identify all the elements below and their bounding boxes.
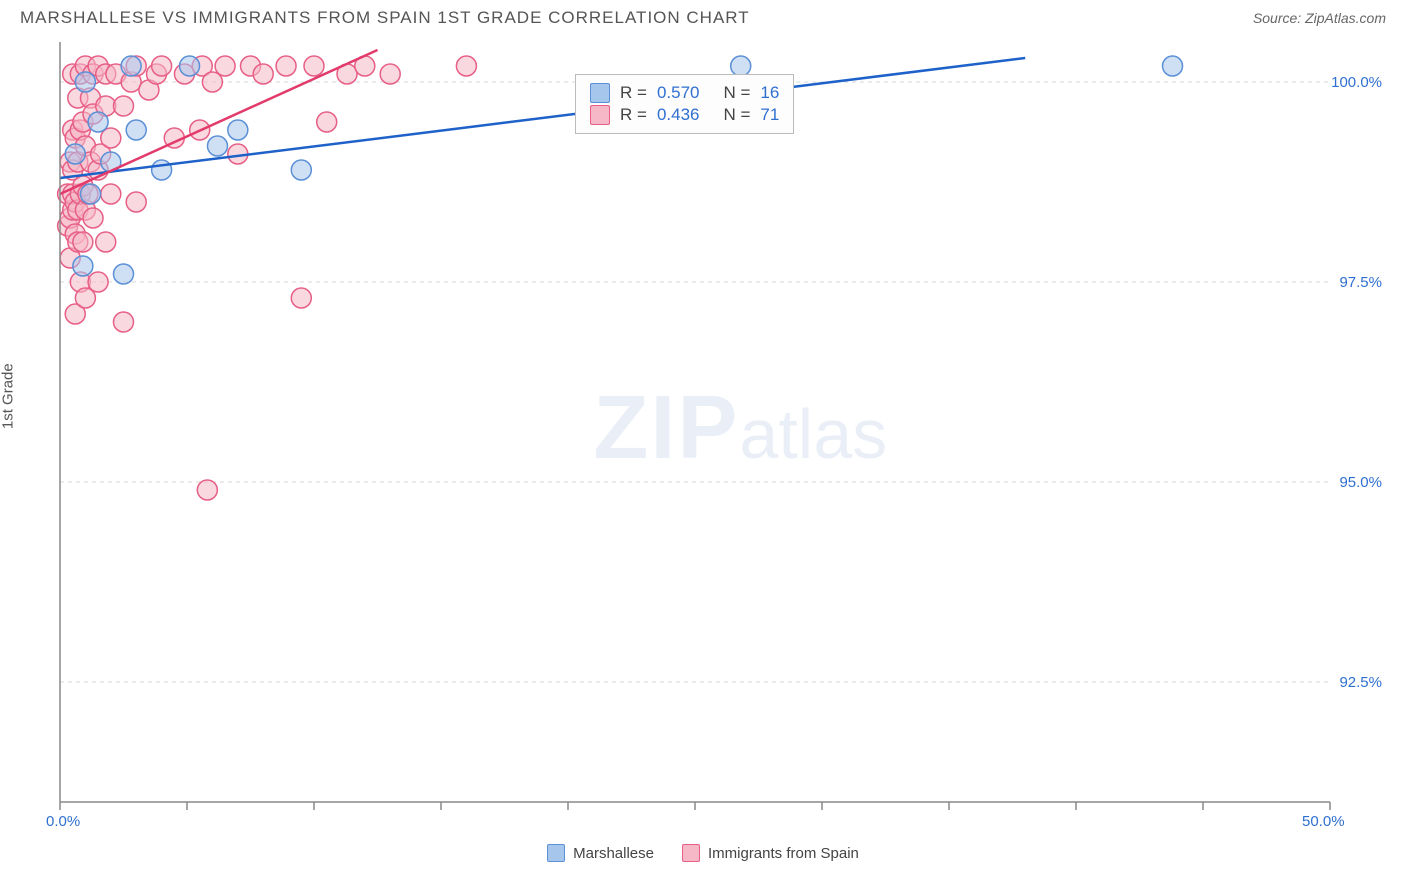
- legend-item-spain: Immigrants from Spain: [682, 844, 859, 862]
- source-credit: Source: ZipAtlas.com: [1253, 10, 1386, 26]
- correlation-info-box: R = 0.570N = 16R = 0.436N = 71: [575, 74, 794, 134]
- legend-item-marshallese: Marshallese: [547, 844, 654, 862]
- svg-text:100.0%: 100.0%: [1331, 74, 1382, 91]
- svg-text:97.5%: 97.5%: [1339, 274, 1382, 291]
- source-name: ZipAtlas.com: [1305, 10, 1386, 26]
- chart-title: MARSHALLESE VS IMMIGRANTS FROM SPAIN 1ST…: [20, 8, 750, 28]
- legend: Marshallese Immigrants from Spain: [0, 838, 1406, 862]
- svg-text:92.5%: 92.5%: [1339, 674, 1382, 691]
- legend-swatch-icon: [682, 844, 700, 862]
- legend-label: Immigrants from Spain: [708, 845, 859, 862]
- y-axis-label: 1st Grade: [0, 363, 17, 429]
- source-prefix: Source:: [1253, 10, 1305, 26]
- x-tick-label-min: 0.0%: [46, 813, 80, 830]
- chart-container: 1st Grade 92.5%95.0%97.5%100.0%ZIPatlas …: [0, 32, 1406, 862]
- legend-label: Marshallese: [573, 845, 654, 862]
- legend-swatch-icon: [547, 844, 565, 862]
- scatter-chart-svg: 92.5% 95.0% 97.5% 100.0% ZIPatlas: [0, 32, 1406, 842]
- svg-text:ZIPatlas: ZIPatlas: [593, 378, 887, 478]
- x-tick-label-max: 50.0%: [1302, 813, 1345, 830]
- svg-text:95.0%: 95.0%: [1339, 474, 1382, 491]
- header-bar: MARSHALLESE VS IMMIGRANTS FROM SPAIN 1ST…: [0, 0, 1406, 32]
